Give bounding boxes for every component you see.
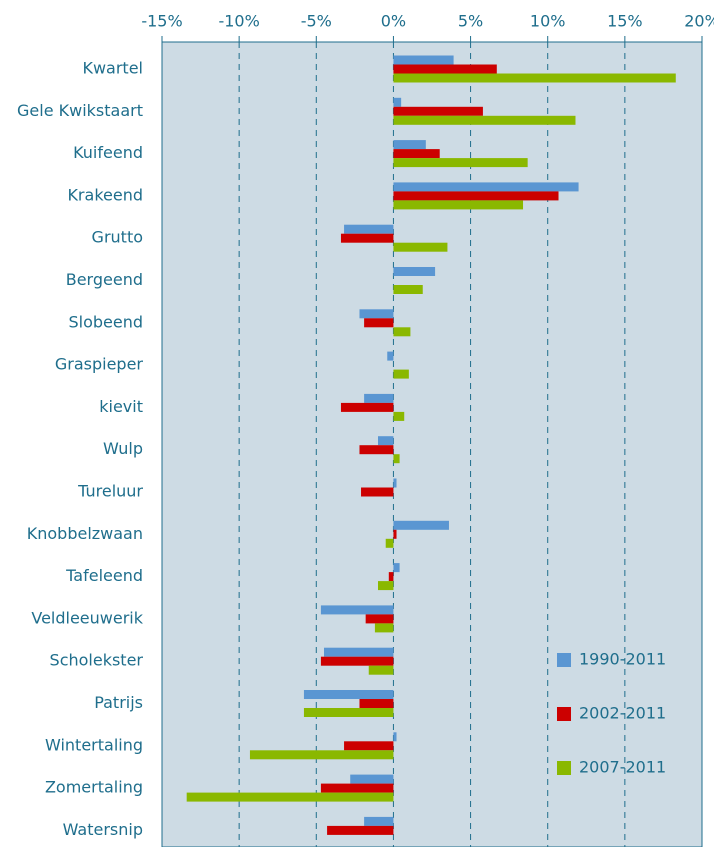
y-tick-label: Patrijs (94, 693, 143, 712)
bar (393, 369, 409, 379)
legend-swatch (557, 761, 571, 775)
x-tick-label: 5% (458, 12, 483, 31)
bar (365, 614, 394, 624)
bar (368, 665, 394, 675)
y-tick-label: Bergeend (66, 270, 143, 289)
bar (378, 436, 394, 446)
bar (320, 605, 394, 615)
x-tick-label: -15% (141, 12, 182, 31)
bar (387, 351, 394, 361)
x-tick-label: 15% (607, 12, 643, 31)
bar (393, 411, 405, 421)
bar (393, 529, 397, 539)
bar (340, 233, 394, 243)
bar (303, 708, 394, 717)
bar (378, 581, 394, 591)
y-tick-label: Veldleeuwerik (31, 608, 143, 627)
bar (303, 690, 394, 699)
y-tick-label: Kuifeend (73, 143, 143, 162)
bar (393, 149, 440, 159)
y-tick-label: Tureluur (77, 482, 143, 501)
bar (393, 520, 449, 530)
bar (324, 647, 394, 657)
y-tick-label: Watersnip (63, 820, 143, 839)
bar (350, 774, 394, 784)
bar (340, 402, 394, 412)
legend-swatch (557, 707, 571, 721)
bar (327, 825, 394, 835)
y-tick-label: Tafeleend (65, 566, 143, 585)
y-tick-label: Zomertaling (45, 778, 143, 797)
bar (320, 783, 394, 793)
y-tick-label: Kwartel (82, 59, 143, 78)
bar (393, 64, 497, 74)
y-tick-label: Gele Kwikstaart (17, 101, 143, 120)
y-tick-label: Knobbelzwaan (27, 524, 143, 543)
y-tick-label: Slobeend (68, 312, 143, 331)
bar (393, 732, 397, 742)
x-tick-label: -5% (301, 12, 332, 31)
legend-label: 2007-2011 (579, 758, 666, 777)
x-tick-label: 10% (530, 12, 566, 31)
y-tick-label: Wintertaling (45, 735, 143, 754)
bar (249, 750, 394, 760)
bar (364, 816, 394, 826)
bar (393, 454, 400, 464)
bar (393, 200, 524, 210)
y-tick-label: kievit (99, 397, 143, 416)
bar (364, 318, 394, 328)
y-tick-label: Graspieper (55, 355, 144, 374)
bar (388, 572, 394, 582)
bar (359, 445, 394, 455)
bar (393, 267, 436, 276)
x-tick-label: 20% (684, 12, 714, 31)
bar (359, 309, 394, 319)
y-tick-label: Wulp (103, 439, 143, 458)
y-tick-label: Grutto (92, 228, 143, 247)
bar (393, 327, 411, 337)
bar (393, 106, 483, 116)
bar (359, 699, 394, 708)
bar (344, 741, 394, 751)
y-tick-label: Krakeend (67, 185, 143, 204)
legend-label: 2002-2011 (579, 704, 666, 723)
bar (393, 73, 676, 83)
bar (361, 487, 394, 497)
bar (320, 656, 394, 666)
bar (393, 158, 528, 168)
bar (393, 563, 400, 573)
x-tick-label: 0% (381, 12, 406, 31)
bar (393, 478, 397, 488)
plot-area (161, 41, 703, 847)
legend-label: 1990-2011 (579, 650, 666, 669)
bar (374, 623, 394, 633)
y-tick-label: Scholekster (50, 651, 144, 670)
bar (385, 538, 394, 548)
bar (393, 97, 402, 107)
bar (393, 191, 559, 201)
bar (344, 224, 394, 234)
bar (393, 182, 579, 192)
bar (393, 55, 454, 65)
bar (186, 792, 394, 802)
x-tick-label: -10% (218, 12, 259, 31)
legend-swatch (557, 653, 571, 667)
bar (393, 140, 426, 150)
bar (364, 393, 394, 403)
bar (393, 285, 423, 294)
bar (393, 115, 576, 125)
bar (393, 242, 448, 252)
